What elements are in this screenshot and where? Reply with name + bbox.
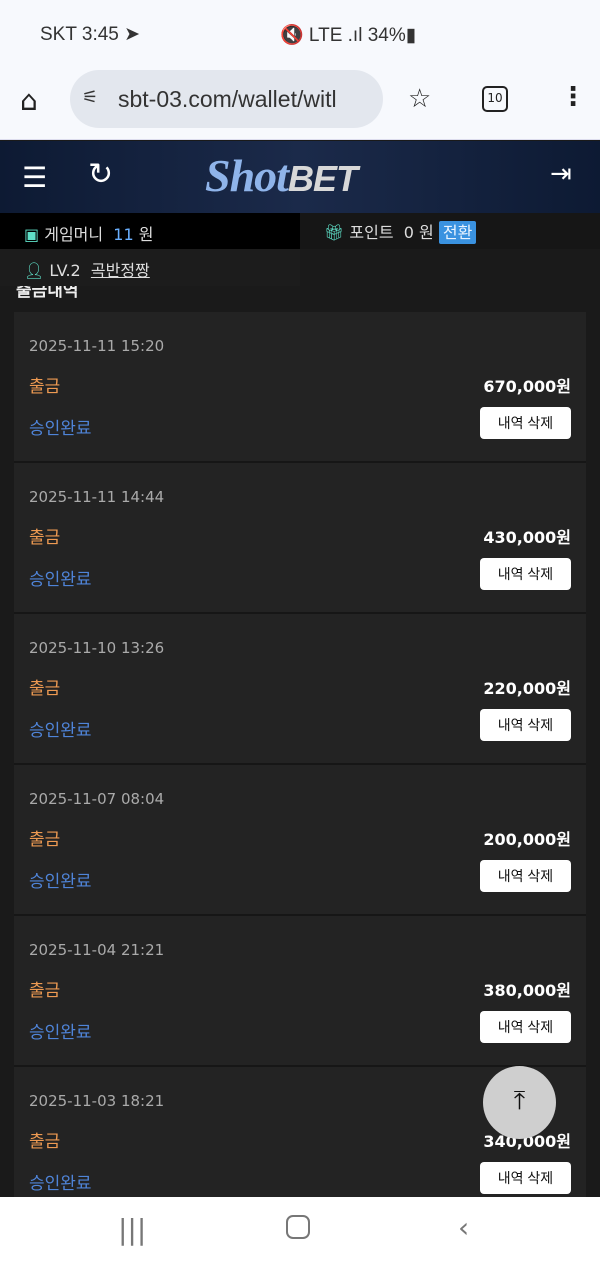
site-header: ☰ ↻ ShotBET ⇥ [0, 141, 600, 213]
record-list: 2025-11-11 15:20 출금 670,000원 승인완료 내역 삭제 2025-… [14, 312, 586, 1197]
section-title: 출금내역 [16, 286, 79, 301]
menu-icon[interactable]: ☰ [22, 161, 48, 194]
user-icon: 👤︎ [24, 261, 45, 280]
game-money: ▣ 게임머니 11 원 [24, 225, 154, 244]
delete-record-button[interactable]: 내역 삭제 [480, 860, 571, 892]
scroll-top-button[interactable]: ⤒ [483, 1066, 556, 1139]
balance-bar: ▣ 게임머니 11 원 🎁︎ 포인트 0 원 전환 [0, 213, 600, 249]
home-icon[interactable]: ⌂ [20, 84, 38, 117]
point-value: 0 [403, 223, 414, 242]
scroll-top-icon: ⤒ [513, 1086, 526, 1116]
record-amount: 220,000원 [483, 679, 571, 698]
recents-icon[interactable]: ||| [118, 1213, 147, 1246]
convert-button[interactable]: 전환 [438, 221, 477, 244]
record-type: 출금 [29, 981, 61, 1001]
system-nav-bar: ||| ‹ [0, 1197, 600, 1267]
back-icon[interactable]: ‹ [458, 1211, 470, 1244]
browser-toolbar: ⌂ ⚟ sbt-03.com/wallet/witl ☆ 10 ⋮ [0, 64, 600, 140]
home-nav-icon[interactable] [286, 1215, 310, 1239]
refresh-icon[interactable]: ↻ [88, 157, 114, 192]
username-link[interactable]: 곡반정짱 [90, 261, 150, 280]
record-date: 2025-11-11 15:20 [29, 337, 165, 355]
carrier-time: SKT 3:45 ➤ [40, 24, 141, 45]
wallet-icon: ▣ [24, 225, 40, 244]
record-type: 출금 [29, 830, 61, 850]
record-date: 2025-11-11 14:44 [29, 488, 165, 506]
record-type: 출금 [29, 528, 61, 548]
logo[interactable]: ShotBET [205, 150, 358, 201]
delete-record-button[interactable]: 내역 삭제 [480, 1011, 571, 1043]
delete-record-button[interactable]: 내역 삭제 [480, 407, 571, 439]
delete-record-button[interactable]: 내역 삭제 [480, 1162, 571, 1194]
delete-record-button[interactable]: 내역 삭제 [480, 709, 571, 741]
record-date: 2025-11-10 13:26 [29, 639, 165, 657]
points: 🎁︎ 포인트 0 원 전환 [324, 219, 477, 244]
record-date: 2025-11-03 18:21 [29, 1092, 165, 1110]
address-bar[interactable]: ⚟ sbt-03.com/wallet/witl [70, 70, 383, 128]
star-icon[interactable]: ☆ [408, 84, 432, 114]
record-status: 승인완료 [29, 872, 92, 892]
record-date: 2025-11-04 21:21 [29, 941, 165, 959]
record-type: 출금 [29, 679, 61, 699]
tune-icon[interactable]: ⚟ [82, 87, 99, 107]
logout-icon[interactable]: ⇥ [550, 159, 572, 189]
withdrawal-history: 출금내역 2025-11-11 15:20 출금 670,000원 승인완료 내역 삭제… [0, 286, 600, 1197]
record-amount: 200,000원 [483, 830, 571, 849]
game-money-value: 11 [113, 225, 134, 244]
record-type: 출금 [29, 1132, 61, 1152]
record-amount: 430,000원 [483, 528, 571, 547]
record-amount: 670,000원 [483, 377, 571, 396]
gift-icon: 🎁︎ [324, 223, 345, 242]
record-type: 출금 [29, 377, 61, 397]
delete-record-button[interactable]: 내역 삭제 [480, 558, 571, 590]
user-level: LV.2 [49, 261, 81, 280]
status-bar: SKT 3:45 ➤ 🔇 LTE .ıl 34%▮ [0, 0, 600, 64]
record-status: 승인완료 [29, 419, 92, 439]
tabs-icon[interactable]: 10 [482, 86, 508, 112]
record-amount: 340,000원 [483, 1132, 571, 1151]
record-status: 승인완료 [29, 1174, 92, 1194]
more-icon[interactable]: ⋮ [560, 82, 586, 112]
user-info: 👤︎ LV.2 곡반정짱 [0, 249, 300, 286]
record-status: 승인완료 [29, 721, 92, 741]
point-area: 🎁︎ 포인트 0 원 전환 [300, 213, 600, 249]
record-date: 2025-11-07 08:04 [29, 790, 165, 808]
record-status: 승인완료 [29, 1023, 92, 1043]
record-status: 승인완료 [29, 570, 92, 590]
status-indicators: 🔇 LTE .ıl 34%▮ [280, 25, 417, 46]
url-text: sbt-03.com/wallet/witl [118, 86, 337, 112]
record-amount: 380,000원 [483, 981, 571, 1000]
